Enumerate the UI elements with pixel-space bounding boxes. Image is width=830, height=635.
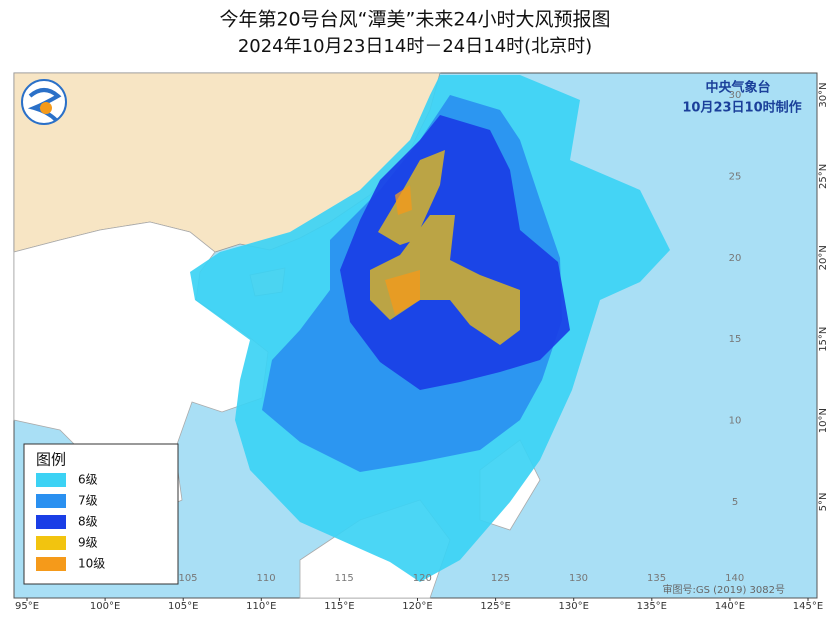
legend-swatch xyxy=(36,473,66,487)
lon-label: 115°E xyxy=(324,601,354,612)
legend-label: 9级 xyxy=(78,536,98,550)
inner-lat-label: 15 xyxy=(729,334,742,345)
legend-label: 10级 xyxy=(78,557,105,571)
map-credit: 审图号:GS (2019) 3082号 xyxy=(662,583,785,596)
lon-label: 140°E xyxy=(715,601,745,612)
inner-lat-label: 10 xyxy=(729,416,742,427)
issue-time: 10月23日10时制作 xyxy=(682,100,801,116)
logo xyxy=(21,79,67,125)
inner-lon-label: 130 xyxy=(569,573,588,584)
agency-name: 中央气象台 xyxy=(705,80,770,96)
legend-swatch xyxy=(36,536,66,550)
lat-label: 15°N xyxy=(818,327,829,352)
lat-label: 5°N xyxy=(818,493,829,512)
inner-lon-label: 105 xyxy=(178,573,197,584)
lon-label: 125°E xyxy=(480,601,510,612)
lon-label: 110°E xyxy=(246,601,276,612)
inner-lon-label: 120 xyxy=(413,573,432,584)
legend-swatch xyxy=(36,557,66,571)
inner-lon-label: 140 xyxy=(725,573,744,584)
inner-lon-label: 110 xyxy=(257,573,276,584)
legend-swatch xyxy=(36,494,66,508)
lon-label: 100°E xyxy=(90,601,120,612)
lon-label: 95°E xyxy=(15,601,39,612)
title: 今年第20号台风“潭美”未来24小时大风预报图 xyxy=(219,9,610,31)
lon-label: 135°E xyxy=(637,601,667,612)
legend: 图例 6级 7级 8级 9级 10级 xyxy=(23,443,179,585)
lat-label: 25°N xyxy=(818,164,829,189)
wind-zones xyxy=(190,75,670,582)
inner-lat-label: 5 xyxy=(732,497,738,508)
inner-lon-label: 125 xyxy=(491,573,510,584)
inner-lon-label: 115 xyxy=(335,573,354,584)
inner-lon-label: 135 xyxy=(647,573,666,584)
lon-label: 120°E xyxy=(402,601,432,612)
lon-label: 105°E xyxy=(168,601,198,612)
inner-lat-label: 30 xyxy=(729,90,742,101)
legend-title: 图例 xyxy=(36,451,66,469)
wind-zone xyxy=(385,185,420,315)
inner-lat-label: 20 xyxy=(729,253,742,264)
lat-label: 20°N xyxy=(818,245,829,270)
legend-label: 6级 xyxy=(78,473,98,487)
legend-label: 8级 xyxy=(78,515,98,529)
legend-label: 7级 xyxy=(78,494,98,508)
lat-label: 30°N xyxy=(818,82,829,107)
lon-label: 130°E xyxy=(558,601,588,612)
inner-lat-label: 25 xyxy=(729,171,742,182)
subtitle: 2024年10月23日14时－24日14时(北京时) xyxy=(238,36,592,57)
lat-label: 10°N xyxy=(818,408,829,433)
lon-label: 145°E xyxy=(793,601,823,612)
axis-labels: 95°E 100°E 105°E 110°E 115°E 120°E 125°E 130°E 1… xyxy=(15,82,829,612)
legend-swatch xyxy=(36,515,66,529)
